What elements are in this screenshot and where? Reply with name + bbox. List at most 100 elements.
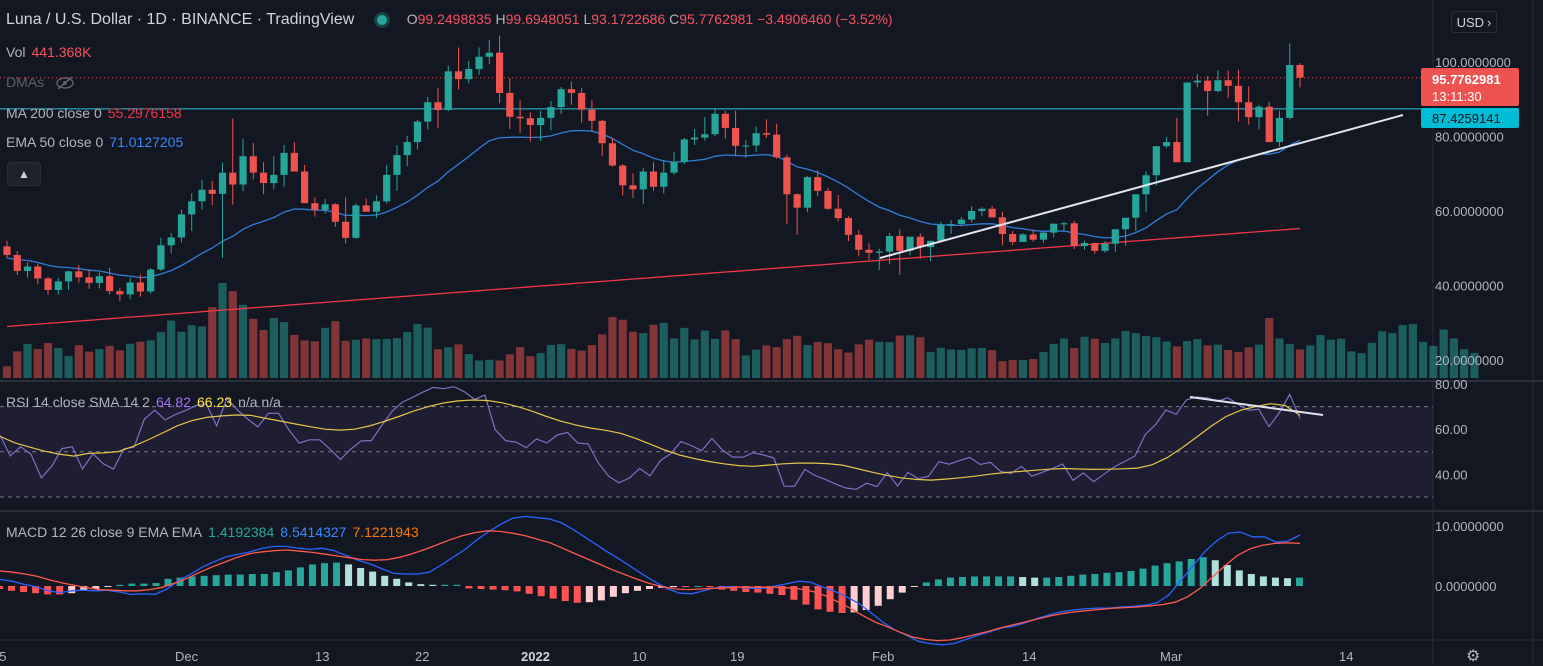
candle-body [711, 113, 719, 135]
candle-body [742, 145, 750, 147]
ema-legend[interactable]: EMA 50 close 0 71.0127205 [6, 134, 184, 150]
candle-body [649, 171, 658, 187]
macd-histogram-bar [898, 586, 906, 593]
macd-histogram-bar [381, 575, 389, 586]
volume-bar [279, 322, 289, 378]
volume-bar [598, 334, 607, 378]
volume-bar [587, 345, 597, 378]
volume-bar [936, 347, 945, 378]
macd-histogram-bar [417, 584, 425, 586]
macd-histogram-bar [1055, 577, 1063, 586]
candle-body [1111, 229, 1119, 244]
volume-bar [813, 342, 822, 378]
currency-selector[interactable]: USD › [1451, 11, 1497, 33]
volume-bar [526, 356, 535, 378]
macd-histogram-bar [862, 586, 870, 610]
last-price-badge [1421, 68, 1519, 106]
macd-histogram-bar [694, 586, 702, 587]
macd-histogram-bar [1175, 561, 1183, 586]
candle-body [1163, 142, 1171, 147]
volume-bar [834, 349, 843, 378]
candle-body [690, 137, 699, 140]
candle-body [23, 266, 32, 271]
candle-body [567, 89, 575, 93]
volume-bar [608, 317, 617, 378]
macd-histogram-bar [248, 574, 256, 586]
volume-bar [1398, 324, 1407, 378]
volume-bar [33, 348, 42, 378]
macd-histogram-bar [1103, 572, 1111, 586]
volume-bar [321, 327, 330, 378]
macd-histogram-bar [633, 586, 641, 591]
price-tick-label: 100.0000000 [1435, 55, 1511, 70]
macd-histogram-bar [212, 575, 220, 586]
macd-histogram-bar [1079, 574, 1087, 586]
macd-histogram-bar [730, 586, 738, 591]
candle-body [937, 224, 945, 241]
volume-bar [793, 335, 802, 378]
macd-histogram-bar [393, 578, 401, 586]
volume-legend[interactable]: Vol 441.368K [6, 44, 92, 60]
dmas-legend[interactable]: DMAs [6, 74, 76, 90]
macd-histogram-bar [236, 574, 244, 586]
symbol-title[interactable]: Luna / U.S. Dollar · 1D · BINANCE · Trad… [6, 11, 355, 28]
macd-histogram-bar [369, 571, 377, 586]
volume-bar [803, 345, 812, 378]
macd-histogram-bar [176, 577, 184, 586]
eye-hidden-icon[interactable] [54, 76, 76, 90]
candle-body [1132, 194, 1140, 218]
candle-body [957, 219, 965, 225]
volume-bar [1367, 342, 1376, 378]
candle-body [526, 118, 534, 125]
gear-icon[interactable]: ⚙ [1466, 648, 1481, 665]
price-tick-label: 60.0000000 [1435, 204, 1504, 219]
volume-bar [1275, 338, 1284, 378]
volume-bar [392, 338, 402, 378]
collapse-legend-button[interactable]: ▲ [7, 162, 41, 186]
rsi-legend[interactable]: RSI 14 close SMA 14 2 64.82 66.23 n/a n/a [6, 394, 281, 410]
macd-histogram-bar [224, 574, 232, 586]
macd-histogram-bar [838, 586, 846, 613]
candle-body [311, 203, 319, 210]
volume-bar [895, 335, 904, 378]
volume-bar [926, 352, 935, 378]
candle-body [342, 221, 350, 238]
candle-body [54, 281, 62, 290]
volume-bar [1152, 337, 1161, 378]
macd-histogram-bar [296, 567, 304, 586]
volume-bar [628, 331, 638, 378]
macd-histogram-bar [128, 583, 136, 586]
volume-bar [690, 339, 699, 378]
candle-body [1255, 106, 1263, 118]
chart-header: Luna / U.S. Dollar · 1D · BINANCE · Trad… [6, 11, 893, 29]
candle-body [301, 171, 309, 204]
macd-histogram-bar [573, 586, 581, 603]
ma-legend[interactable]: MA 200 close 0 55.2976158 [6, 105, 182, 121]
volume-bar [680, 327, 689, 378]
volume-bar [1244, 347, 1253, 378]
volume-bar [567, 348, 576, 378]
macd-histogram-bar [0, 586, 3, 589]
macd-histogram-bar [68, 586, 76, 594]
volume-bar [413, 324, 422, 378]
candle-body [3, 246, 11, 255]
macd-histogram-bar [357, 568, 365, 586]
volume-bar [474, 360, 484, 378]
macd-histogram-bar [609, 586, 617, 597]
candle-body [588, 109, 596, 121]
candle-body [824, 190, 832, 209]
candle-body [393, 155, 401, 175]
volume-bar [721, 330, 730, 378]
time-tick-label: 13 [315, 649, 329, 664]
volume-bar [823, 343, 833, 378]
volume-bar [700, 330, 709, 378]
volume-bar [1141, 336, 1151, 378]
volume-bar [557, 344, 566, 378]
volume-bar [618, 319, 627, 378]
macd-legend[interactable]: MACD 12 26 close 9 EMA EMA 1.4192384 8.541… [6, 524, 419, 540]
volume-bar [844, 352, 853, 378]
volume-bar [1070, 348, 1079, 378]
volume-bar [1234, 352, 1243, 378]
candle-body [1245, 102, 1253, 118]
